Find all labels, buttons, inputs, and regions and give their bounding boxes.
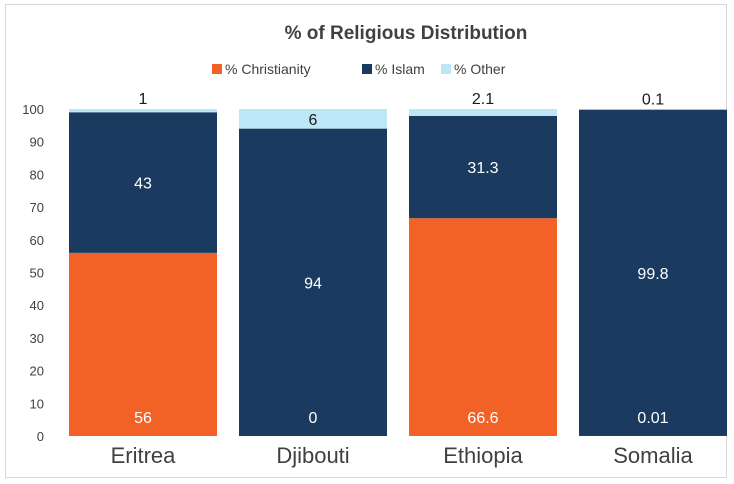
bars [69, 109, 727, 436]
chart-title: % of Religious Distribution [285, 23, 528, 44]
bar-somalia-series-1 [579, 109, 727, 436]
x-category-label: Ethiopia [443, 443, 523, 468]
data-label-somalia-series-0: 0.01 [637, 410, 668, 427]
y-tick-label: 80 [30, 167, 44, 182]
data-label-eritrea-series-1: 43 [134, 176, 152, 193]
bar-djibouti-series-1 [239, 128, 387, 436]
y-tick-label: 70 [30, 200, 44, 215]
x-axis: Eritrea Djibouti Ethiopia Somalia [111, 443, 694, 468]
y-tick-label: 90 [30, 135, 44, 150]
y-tick-label: 50 [30, 266, 44, 281]
y-axis: 0 10 20 30 40 50 60 70 80 90 100 [22, 102, 44, 444]
x-category-label: Djibouti [276, 443, 349, 468]
bar-djibouti-series-2 [239, 109, 387, 129]
y-tick-label: 100 [22, 102, 44, 117]
bar-eritrea-series-2 [69, 109, 217, 113]
data-labels: 56 43 1 0 94 6 66.6 31.3 2.1 0.01 99.8 0.1 [134, 91, 669, 427]
y-tick-label: 40 [30, 298, 44, 313]
data-label-eritrea-series-0: 56 [134, 410, 152, 427]
x-category-label: Somalia [613, 443, 693, 468]
data-label-djibouti-series-0: 0 [309, 410, 318, 427]
y-tick-label: 10 [30, 396, 44, 411]
y-tick-label: 0 [37, 429, 44, 444]
x-category-label: Eritrea [111, 443, 177, 468]
data-label-somalia-series-1: 99.8 [637, 266, 668, 283]
legend-label-0: % Christianity [225, 61, 311, 77]
legend-label-2: % Other [454, 61, 506, 77]
legend: % Christianity % Islam % Other [212, 61, 506, 77]
bar-ethiopia-series-0 [409, 218, 557, 436]
legend-swatch-0 [212, 64, 222, 74]
data-label-djibouti-series-1: 94 [304, 275, 322, 292]
bar-ethiopia-series-2 [409, 109, 557, 116]
y-tick-label: 30 [30, 331, 44, 346]
data-label-ethiopia-series-2: 2.1 [472, 91, 494, 108]
bar-eritrea-series-1 [69, 112, 217, 253]
y-tick-label: 60 [30, 233, 44, 248]
bar-ethiopia-series-1 [409, 115, 557, 219]
y-tick-label: 20 [30, 364, 44, 379]
legend-label-1: % Islam [375, 61, 425, 77]
legend-swatch-2 [441, 64, 451, 74]
data-label-eritrea-series-2: 1 [139, 91, 148, 108]
legend-swatch-1 [362, 64, 372, 74]
data-label-ethiopia-series-1: 31.3 [467, 160, 498, 177]
data-label-djibouti-series-2: 6 [309, 112, 318, 129]
data-label-somalia-series-2: 0.1 [642, 91, 664, 108]
data-label-ethiopia-series-0: 66.6 [467, 410, 498, 427]
bar-eritrea-series-0 [69, 252, 217, 436]
